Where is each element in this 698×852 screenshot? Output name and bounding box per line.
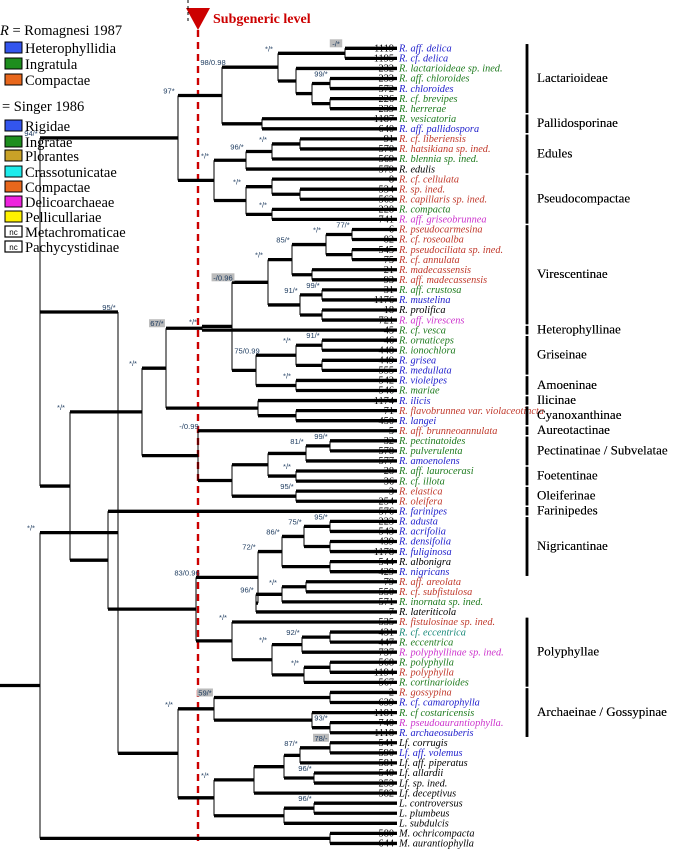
svg-text:75/0.99: 75/0.99: [234, 346, 259, 355]
svg-text:Pallidosporinae: Pallidosporinae: [537, 115, 618, 130]
svg-text:644: 644: [379, 839, 394, 850]
svg-text:*/*: */*: [57, 403, 65, 412]
svg-text:-/0.96: -/0.96: [213, 273, 232, 282]
svg-text:77/*: 77/*: [336, 220, 350, 229]
svg-text:78/-: 78/-: [314, 734, 328, 743]
svg-text:*/*: */*: [27, 524, 35, 533]
svg-text:95/*: 95/*: [314, 512, 328, 521]
svg-text:93/*: 93/*: [314, 714, 328, 723]
svg-text:81/*: 81/*: [290, 437, 304, 446]
svg-text:-/*: -/*: [332, 39, 340, 48]
svg-text:Aureotactinae: Aureotactinae: [537, 422, 610, 437]
svg-text:99/*: 99/*: [314, 432, 328, 441]
svg-text:85/*: 85/*: [276, 236, 290, 245]
svg-text:91/*: 91/*: [284, 286, 298, 295]
svg-text:*/*: */*: [283, 336, 291, 345]
svg-text:Compactae: Compactae: [25, 73, 90, 89]
svg-text:Amoeninae: Amoeninae: [537, 377, 597, 392]
svg-text:*/*: */*: [259, 200, 267, 209]
svg-text:Ilicinae: Ilicinae: [537, 392, 576, 407]
svg-text:*/*: */*: [219, 613, 227, 622]
svg-text:Griseinae: Griseinae: [537, 347, 587, 362]
svg-text:-/0.99: -/0.99: [179, 422, 198, 431]
svg-text:Pectinatinae / Subvelatae: Pectinatinae / Subvelatae: [537, 442, 668, 457]
svg-text:Plorantes: Plorantes: [25, 149, 79, 165]
svg-text:*/*: */*: [259, 135, 267, 144]
svg-text:91/*: 91/*: [306, 331, 320, 340]
svg-text:582: 582: [379, 788, 394, 799]
svg-text:R = Romagnesi 1987: R = Romagnesi 1987: [0, 23, 122, 39]
svg-text:*/*: */*: [291, 658, 299, 667]
svg-text:M. aurantiophylla: M. aurantiophylla: [398, 839, 474, 850]
svg-text:*/*: */*: [233, 178, 241, 187]
svg-text:Delicoarchaeae: Delicoarchaeae: [25, 195, 114, 211]
svg-text:Lactarioideae: Lactarioideae: [537, 70, 608, 85]
svg-text:96/*: 96/*: [240, 585, 254, 594]
svg-text:Archaeinae / Gossypinae: Archaeinae / Gossypinae: [537, 704, 667, 719]
svg-text:67/*: 67/*: [150, 319, 164, 328]
svg-text:*/*: */*: [189, 317, 197, 326]
svg-text:96/*: 96/*: [298, 764, 312, 773]
svg-text:99/*: 99/*: [306, 281, 320, 290]
svg-text:Ingratula: Ingratula: [25, 57, 78, 73]
svg-text:*/*: */*: [165, 700, 173, 709]
svg-text:*/*: */*: [265, 44, 273, 53]
svg-text:94/*: 94/*: [24, 129, 38, 138]
svg-text:Compactae: Compactae: [25, 180, 90, 196]
svg-text:Heterophyllinae: Heterophyllinae: [537, 322, 621, 337]
svg-text:= Singer 1986: = Singer 1986: [2, 99, 84, 115]
svg-text:Subgeneric level: Subgeneric level: [213, 12, 311, 27]
svg-text:Farinipedes: Farinipedes: [537, 503, 598, 518]
svg-text:86/*: 86/*: [266, 527, 280, 536]
svg-text:72/*: 72/*: [242, 543, 256, 552]
svg-text:*/*: */*: [201, 151, 209, 160]
svg-text:59/*: 59/*: [198, 688, 212, 697]
svg-text:*/*: */*: [269, 578, 277, 587]
svg-text:Polyphyllae: Polyphyllae: [537, 644, 599, 659]
svg-text:Pachycystidinae: Pachycystidinae: [25, 240, 119, 256]
svg-text:Heterophyllidia: Heterophyllidia: [25, 41, 117, 57]
svg-text:*/*: */*: [255, 251, 263, 260]
svg-text:*/*: */*: [283, 462, 291, 471]
svg-text:Edules: Edules: [537, 145, 572, 160]
svg-text:95/*: 95/*: [280, 482, 294, 491]
svg-text:Nigricantinae: Nigricantinae: [537, 538, 608, 553]
svg-text:92/*: 92/*: [286, 628, 300, 637]
svg-text:99/*: 99/*: [314, 70, 328, 79]
svg-text:*/*: */*: [283, 371, 291, 380]
svg-text:Crassotunicatae: Crassotunicatae: [25, 165, 117, 181]
svg-text:*/*: */*: [259, 636, 267, 645]
svg-text:*/*: */*: [313, 226, 321, 235]
svg-text:87/*: 87/*: [284, 739, 298, 748]
svg-text:Oleiferinae: Oleiferinae: [537, 488, 596, 503]
svg-text:Virescentinae: Virescentinae: [537, 266, 608, 281]
svg-text:97*: 97*: [163, 86, 174, 95]
svg-text:96/*: 96/*: [230, 142, 244, 151]
svg-text:Cyanoxanthinae: Cyanoxanthinae: [537, 407, 622, 422]
svg-text:*/*: */*: [201, 771, 209, 780]
svg-text:Pellicullariae: Pellicullariae: [25, 210, 102, 226]
svg-text:98/0.98: 98/0.98: [200, 58, 225, 67]
svg-text:83/0.96: 83/0.96: [174, 568, 199, 577]
svg-text:75/*: 75/*: [288, 517, 302, 526]
svg-text:Pseudocompactae: Pseudocompactae: [537, 191, 630, 206]
svg-text:95/*: 95/*: [102, 303, 116, 312]
svg-text:96/*: 96/*: [298, 794, 312, 803]
svg-text:*/*: */*: [129, 359, 137, 368]
svg-text:Foetentinae: Foetentinae: [537, 467, 598, 482]
svg-text:nc: nc: [9, 228, 17, 237]
svg-text:nc: nc: [9, 243, 17, 252]
